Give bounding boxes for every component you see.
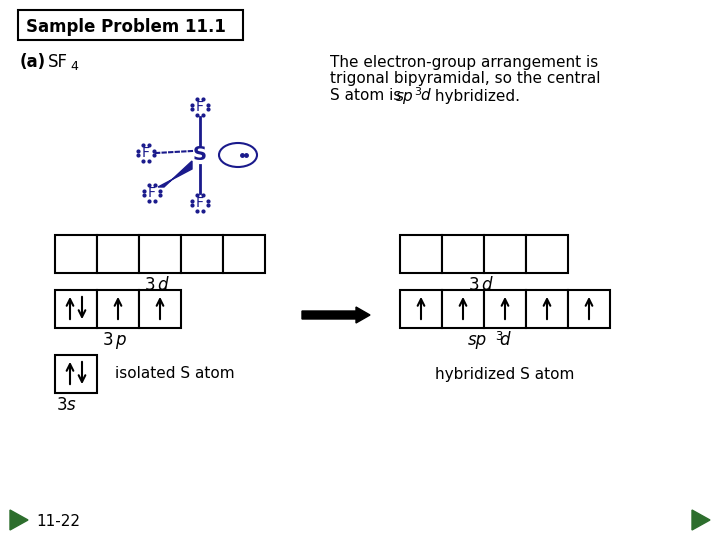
- Text: sp: sp: [468, 331, 487, 349]
- Bar: [484, 290, 526, 328]
- Text: trigonal bipyramidal, so the central: trigonal bipyramidal, so the central: [330, 71, 600, 86]
- Text: isolated S atom: isolated S atom: [115, 367, 235, 381]
- Text: 3: 3: [57, 396, 68, 414]
- Bar: [55, 290, 97, 328]
- Bar: [442, 290, 484, 328]
- Text: d: d: [499, 331, 510, 349]
- Bar: [97, 290, 139, 328]
- Text: d: d: [157, 276, 168, 294]
- Bar: [55, 355, 97, 393]
- Text: 3: 3: [102, 331, 113, 349]
- Text: F: F: [196, 100, 204, 114]
- Text: p: p: [115, 331, 125, 349]
- Bar: [139, 290, 181, 328]
- Bar: [97, 235, 139, 273]
- Bar: [400, 235, 442, 273]
- Text: 4: 4: [70, 59, 78, 72]
- Text: d: d: [481, 276, 492, 294]
- Text: F: F: [196, 196, 204, 210]
- Text: F: F: [148, 186, 156, 200]
- Polygon shape: [158, 161, 192, 187]
- FancyArrow shape: [302, 307, 370, 323]
- Text: 3: 3: [414, 87, 421, 97]
- Bar: [18, 10, 243, 40]
- Polygon shape: [10, 510, 28, 530]
- Polygon shape: [692, 510, 710, 530]
- Text: 3: 3: [469, 276, 479, 294]
- Text: 3: 3: [495, 329, 503, 342]
- Text: Sample Problem 11.1: Sample Problem 11.1: [26, 18, 226, 36]
- Bar: [568, 290, 610, 328]
- Bar: [484, 235, 526, 273]
- Text: 11-22: 11-22: [36, 514, 80, 529]
- Bar: [55, 235, 97, 273]
- Text: hybridized S atom: hybridized S atom: [436, 367, 575, 381]
- Bar: [223, 235, 265, 273]
- Ellipse shape: [219, 143, 257, 167]
- Text: hybridized.: hybridized.: [430, 89, 520, 104]
- Text: SF: SF: [48, 53, 68, 71]
- Text: The electron-group arrangement is: The electron-group arrangement is: [330, 55, 598, 70]
- Bar: [442, 235, 484, 273]
- Bar: [526, 235, 568, 273]
- Bar: [526, 290, 568, 328]
- Text: s: s: [67, 396, 76, 414]
- Bar: [181, 235, 223, 273]
- Text: S atom is: S atom is: [330, 89, 406, 104]
- Text: F: F: [142, 146, 150, 160]
- Bar: [400, 290, 442, 328]
- Bar: [139, 235, 181, 273]
- Text: d: d: [420, 89, 430, 104]
- Text: sp: sp: [396, 89, 413, 104]
- Text: S: S: [193, 145, 207, 165]
- Text: 3: 3: [145, 276, 155, 294]
- Text: (a): (a): [20, 53, 46, 71]
